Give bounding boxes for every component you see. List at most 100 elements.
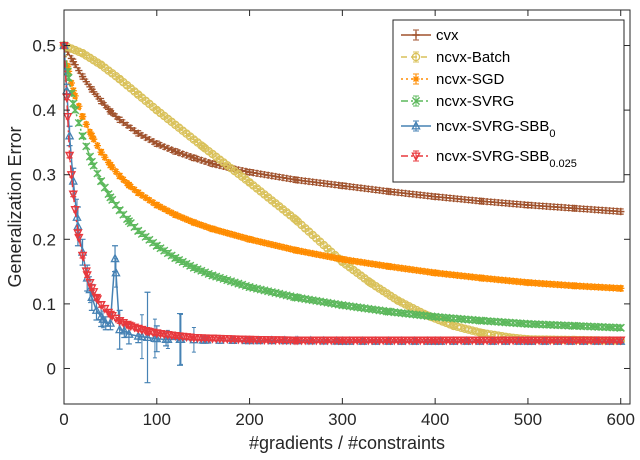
data-point [179, 214, 187, 222]
data-point [116, 172, 124, 180]
data-point [70, 206, 80, 215]
data-point [133, 90, 143, 99]
error-bar [116, 76, 123, 82]
data-point [546, 280, 554, 288]
data-point [249, 236, 257, 244]
data-point [134, 226, 143, 235]
data-point [591, 283, 599, 291]
data-point [175, 212, 183, 220]
data-point [82, 120, 90, 128]
data-point [349, 257, 358, 265]
data-point [207, 334, 218, 344]
data-point [78, 49, 87, 58]
data-point [205, 224, 213, 232]
data-point [394, 264, 402, 272]
data-point [524, 278, 532, 287]
data-point [442, 270, 450, 278]
data-point [309, 249, 317, 258]
data-point [320, 252, 328, 260]
data-point [461, 272, 469, 280]
data-point [570, 204, 578, 212]
data-point [498, 276, 506, 284]
data-point [505, 277, 513, 285]
data-point [286, 245, 294, 253]
data-point [450, 271, 458, 279]
data-point [93, 92, 102, 101]
data-point [457, 272, 465, 280]
series-ncvx-SVRG-SBB0.025 [59, 41, 626, 346]
data-point [617, 207, 625, 216]
data-point [69, 58, 77, 66]
x-tick-label: 600 [607, 410, 635, 429]
data-point [106, 161, 114, 169]
data-point [156, 203, 165, 211]
data-point [335, 254, 343, 263]
data-point [487, 275, 495, 283]
data-point [513, 277, 521, 286]
data-point [468, 273, 476, 281]
data-point [198, 142, 208, 152]
data-point [82, 271, 92, 281]
y-tick-label: 0.3 [32, 166, 56, 185]
data-point [208, 271, 217, 280]
data-point [197, 221, 205, 229]
x-tick-label: 500 [514, 410, 542, 429]
data-point [96, 60, 106, 70]
data-point [379, 261, 387, 270]
data-point [390, 263, 398, 271]
data-point [297, 247, 306, 255]
data-point [368, 260, 376, 268]
data-point [190, 154, 198, 162]
data-point [242, 234, 250, 242]
data-point [375, 261, 384, 269]
data-point [602, 283, 610, 292]
data-point [93, 169, 102, 178]
data-point [194, 155, 202, 163]
legend-label: ncvx-SVRG-SBB0 [436, 118, 555, 140]
data-point [557, 281, 565, 289]
data-point [244, 335, 255, 345]
data-point [472, 273, 480, 282]
data-point [145, 196, 153, 204]
data-point [561, 281, 569, 289]
data-point [190, 218, 198, 227]
data-point [168, 209, 176, 217]
data-point [219, 228, 228, 236]
data-point [587, 283, 595, 291]
data-point [124, 217, 134, 226]
data-point [331, 254, 339, 262]
data-point [91, 293, 102, 303]
data-point [208, 225, 217, 233]
data-point [182, 151, 191, 159]
data-point [528, 279, 536, 287]
data-point [87, 157, 96, 166]
data-point [337, 336, 348, 346]
axes-layer: 0 100 200 300 400 500 600 0 0.1 0.2 0.3 0.4 0.5 [32, 9, 635, 429]
data-point [305, 249, 313, 257]
data-point [62, 93, 72, 103]
data-point [227, 230, 235, 238]
data-point [431, 193, 439, 201]
data-point [312, 250, 320, 258]
data-point [112, 168, 120, 176]
data-point [93, 142, 102, 150]
data-point [523, 319, 533, 329]
data-point [494, 276, 502, 284]
series-layer [59, 40, 626, 384]
data-point [520, 278, 528, 286]
data-point [171, 253, 180, 263]
data-point [212, 161, 220, 169]
data-point [216, 227, 224, 235]
legend-item-ncvx-SVRG-SBB0.025: ncvx-SVRG-SBB0.025 [401, 148, 577, 170]
error-bar [153, 107, 160, 113]
data-point [74, 118, 83, 128]
y-tick-label: 0 [47, 359, 56, 378]
data-point [85, 279, 95, 288]
data-point [87, 284, 97, 294]
data-point [78, 112, 87, 121]
data-point [398, 264, 406, 272]
data-point [427, 268, 436, 276]
data-point [372, 260, 380, 269]
data-point [134, 129, 142, 137]
legend-item-ncvx-SVRG-SBB0: ncvx-SVRG-SBB0 [401, 118, 555, 140]
